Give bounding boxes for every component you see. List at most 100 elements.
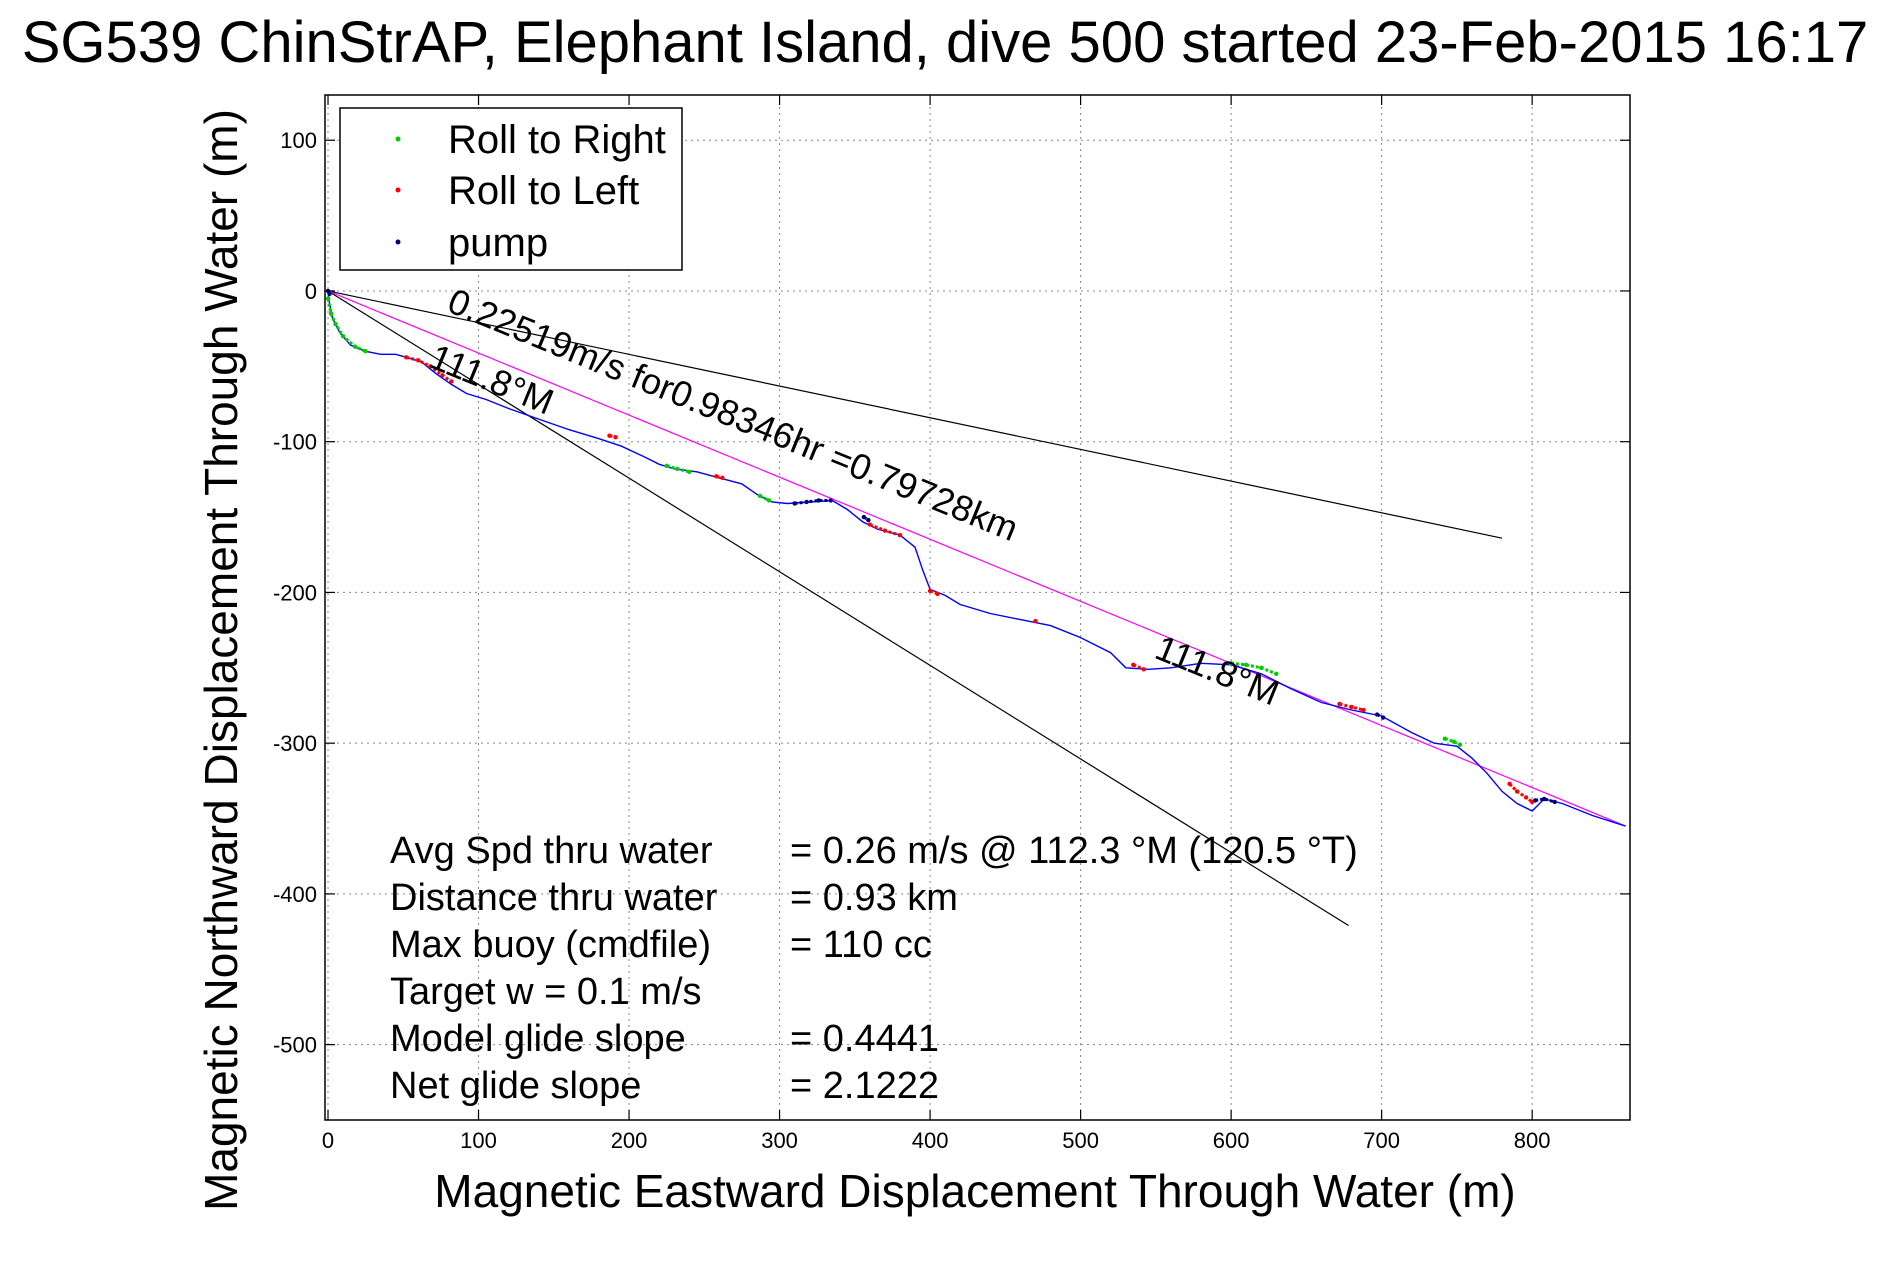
roll-left-marker — [867, 522, 873, 527]
roll-right-marker — [1442, 736, 1448, 741]
chart-title: SG539 ChinStrAP, Elephant Island, dive 5… — [22, 10, 1868, 75]
x-tick-label: 800 — [1514, 1128, 1551, 1153]
legend-label-roll-left: Roll to Left — [448, 169, 639, 213]
legend-marker-roll-right — [395, 136, 401, 142]
roll-left-marker — [935, 591, 940, 597]
roll-right-marker — [1228, 661, 1234, 666]
roll-right-marker — [675, 466, 680, 472]
roll-left-marker — [1361, 707, 1366, 713]
roll-left-marker — [720, 475, 725, 481]
stat-value-net-glide: = 2.1222 — [790, 1065, 939, 1107]
roll-left-marker — [449, 379, 454, 384]
stat-label-target-w: Target w = 0.1 m/s — [390, 971, 702, 1013]
pump-marker — [804, 499, 809, 505]
pump-marker — [861, 514, 867, 520]
roll-right-marker — [363, 349, 368, 354]
guide-line — [327, 290, 1349, 927]
roll-left-marker — [1131, 662, 1136, 667]
y-tick-label: 0 — [305, 279, 317, 304]
roll-left-marker — [1514, 789, 1520, 794]
roll-left-marker — [1337, 701, 1342, 707]
roll-left-marker — [1523, 795, 1529, 800]
x-tick-label: 0 — [322, 1128, 334, 1153]
roll-right-marker — [1259, 665, 1264, 670]
pump-marker — [816, 498, 821, 503]
roll-right-marker — [1274, 671, 1279, 677]
stat-label-model-glide: Model glide slope — [390, 1018, 686, 1060]
markers — [325, 288, 1557, 805]
pump-marker — [327, 291, 332, 297]
roll-right-marker — [1457, 742, 1463, 747]
roll-left-marker — [714, 474, 719, 479]
legend-label-roll-right: Roll to Right — [448, 118, 666, 162]
roll-right-marker — [757, 493, 763, 499]
stat-label-max-buoy: Max buoy (cmdfile) — [390, 924, 711, 966]
roll-right-marker — [333, 321, 338, 327]
stat-label-net-glide: Net glide slope — [390, 1065, 641, 1107]
roll-right-marker — [1243, 662, 1249, 667]
pump-marker — [1542, 796, 1547, 802]
roll-left-marker — [440, 373, 445, 378]
tick-labels: 0 100 200 300 400 500 600 700 800 100 0 -100 -200 -30… — [273, 95, 1630, 1153]
roll-left-marker — [428, 364, 433, 369]
legend-marker-roll-left — [395, 187, 401, 193]
guide-line — [327, 290, 1626, 827]
y-tick-label: 100 — [280, 128, 317, 153]
roll-left-marker — [607, 433, 612, 438]
legend: Roll to Right Roll to Left pump — [339, 107, 683, 271]
roll-left-marker — [897, 532, 903, 538]
roll-right-marker — [766, 498, 772, 503]
pump-marker — [1380, 715, 1386, 720]
roll-left-marker — [416, 358, 421, 363]
x-tick-label: 100 — [460, 1128, 497, 1153]
guide-lines — [327, 290, 1626, 927]
stat-value-model-glide: = 0.4441 — [790, 1018, 939, 1060]
stats-block: Avg Spd thru water = 0.26 m/s @ 112.3 °M… — [390, 830, 1358, 1107]
roll-right-marker — [664, 463, 669, 469]
roll-left-marker — [1349, 704, 1354, 710]
pump-marker — [1552, 799, 1557, 805]
guide-line — [327, 290, 1503, 539]
stat-value-distance: = 0.93 km — [790, 877, 958, 919]
y-tick-label: -500 — [273, 1033, 317, 1058]
pump-marker — [1532, 798, 1538, 803]
x-tick-label: 700 — [1363, 1128, 1400, 1153]
roll-right-marker — [1451, 739, 1457, 744]
roll-left-marker-run — [1508, 782, 1534, 804]
x-axis-label: Magnetic Eastward Displacement Through W… — [434, 1165, 1515, 1217]
y-tick-label: -100 — [273, 430, 317, 455]
stat-label-avg-spd: Avg Spd thru water — [390, 830, 713, 872]
pump-marker-run — [1534, 797, 1556, 804]
roll-right-marker — [325, 296, 331, 301]
x-tick-label: 300 — [761, 1128, 798, 1153]
roll-left-marker — [613, 434, 618, 440]
stat-value-avg-spd: = 0.26 m/s @ 112.3 °M (120.5 °T) — [790, 830, 1358, 872]
x-tick-label: 600 — [1213, 1128, 1250, 1153]
roll-left-marker — [927, 588, 933, 594]
stat-label-distance: Distance thru water — [390, 877, 718, 919]
roll-left-marker — [882, 528, 888, 533]
y-axis-label: Magnetic Northward Displacement Through … — [195, 109, 247, 1211]
pump-marker — [828, 498, 833, 503]
stat-value-max-buoy: = 110 cc — [790, 924, 932, 966]
roll-right-marker — [352, 344, 358, 349]
pump-marker — [866, 517, 871, 523]
x-tick-label: 500 — [1062, 1128, 1099, 1153]
roll-right-marker — [340, 333, 346, 339]
roll-left-marker — [404, 355, 409, 360]
roll-left-marker — [1507, 781, 1512, 787]
pump-marker — [1374, 712, 1380, 717]
y-tick-label: -300 — [273, 731, 317, 756]
roll-right-marker — [687, 469, 692, 475]
y-tick-label: -400 — [273, 882, 317, 907]
roll-left-marker — [1141, 667, 1147, 672]
roll-left-marker — [1033, 618, 1038, 624]
legend-label-pump: pump — [448, 221, 548, 265]
y-tick-label: -200 — [273, 580, 317, 605]
x-tick-label: 400 — [912, 1128, 949, 1153]
legend-marker-pump — [395, 239, 401, 245]
x-tick-label: 200 — [611, 1128, 648, 1153]
roll-right-marker-run — [326, 298, 367, 353]
pump-marker-run — [794, 499, 831, 505]
